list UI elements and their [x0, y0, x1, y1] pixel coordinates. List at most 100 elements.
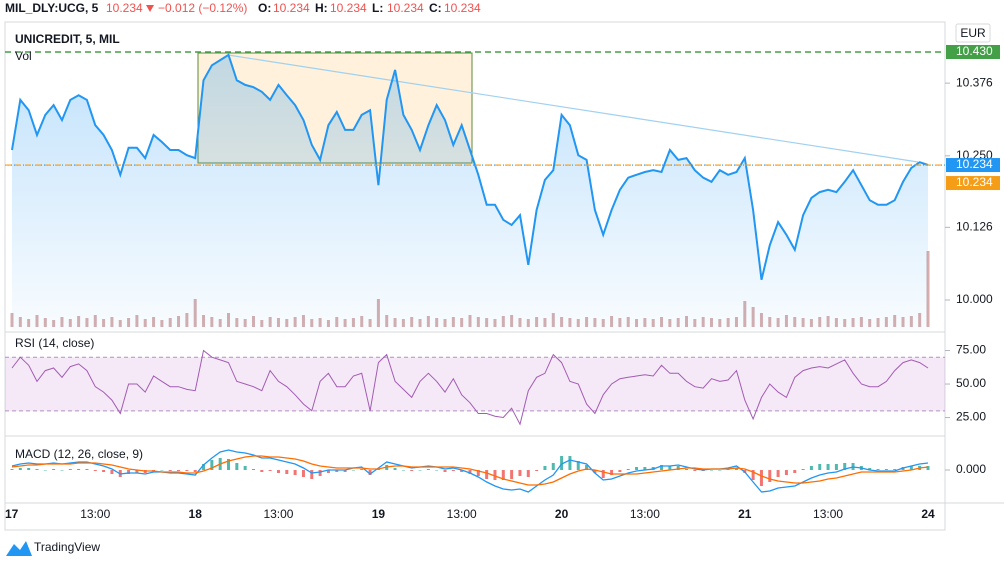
logo-icon[interactable]	[6, 541, 32, 556]
histogram-bar	[926, 466, 930, 470]
histogram-bar	[177, 470, 181, 471]
volume-label: Vol	[15, 49, 32, 63]
histogram-bar	[668, 466, 672, 470]
histogram-bar	[535, 470, 539, 471]
histogram-bar	[127, 470, 131, 474]
histogram-bar	[451, 470, 455, 471]
x-tick-label: 13:00	[630, 507, 660, 521]
histogram-bar	[526, 470, 530, 477]
ohlc-value: 10.234	[387, 1, 424, 15]
ohlc: O: 10.234 H: 10.234 L: 10.234 C: 10.234	[258, 1, 481, 15]
histogram-bar	[485, 470, 489, 479]
histogram-bar	[202, 464, 206, 470]
histogram-bar	[293, 470, 297, 475]
histogram-bar	[318, 470, 322, 476]
histogram-bar	[410, 470, 414, 471]
x-tick-label: 13:00	[447, 507, 477, 521]
histogram-bar	[243, 466, 247, 470]
currency-box	[955, 23, 991, 43]
histogram-bar	[818, 464, 822, 470]
histogram-bar	[768, 470, 772, 482]
down-arrow	[146, 5, 154, 12]
macd-line	[11, 455, 929, 486]
histogram-bar	[610, 470, 614, 475]
histogram-bar	[435, 470, 439, 471]
change: −0.012 (−0.12%)	[158, 1, 247, 15]
histogram-bar	[93, 470, 97, 471]
histogram-bar	[560, 456, 564, 470]
histogram-bar	[718, 470, 722, 471]
histogram-bar	[676, 466, 680, 470]
histogram-bar	[110, 470, 114, 474]
histogram-bar	[426, 469, 430, 470]
price-badge-label: 10.430	[956, 44, 993, 58]
histogram-bar	[210, 460, 214, 470]
histogram-bar	[43, 470, 47, 471]
histogram-bar	[776, 470, 780, 477]
histogram-bar	[884, 469, 888, 470]
histogram-bar	[876, 469, 880, 470]
histogram-bar	[626, 469, 630, 470]
histogram-bar	[160, 470, 164, 471]
histogram-bar	[68, 469, 72, 470]
price-line	[11, 53, 929, 281]
histogram-bar	[593, 470, 597, 473]
price-badge	[946, 158, 1000, 173]
histogram-bar	[35, 469, 39, 470]
ohlc-value: 10.234	[444, 1, 481, 15]
histogram-bar	[227, 459, 231, 470]
histogram-bar	[793, 470, 797, 473]
rsi-band	[5, 357, 945, 411]
histogram-bar	[784, 470, 788, 475]
histogram-bar	[543, 466, 547, 470]
histogram-bar	[85, 469, 89, 470]
ohlc-label: L:	[372, 1, 383, 15]
histogram-bar	[351, 470, 355, 471]
histogram-bar	[759, 470, 763, 486]
trend-line[interactable]	[227, 54, 919, 163]
histogram-bar	[360, 469, 364, 470]
histogram-bar	[10, 469, 14, 470]
histogram-bar	[909, 466, 913, 470]
last-price: 10.234	[106, 1, 143, 15]
x-tick-label: 17	[5, 507, 19, 521]
ohlc-label: H:	[315, 1, 328, 15]
x-tick-label: 13:00	[80, 507, 110, 521]
price-badge-label: 10.234	[956, 157, 993, 171]
rsi-title: RSI (14, close)	[15, 336, 94, 350]
histogram-bar	[443, 470, 447, 472]
histogram-bar	[18, 468, 22, 470]
histogram-bar	[660, 465, 664, 470]
ohlc-label: C:	[429, 1, 442, 15]
x-tick-label: 20	[555, 507, 569, 521]
x-tick-label: 13:00	[813, 507, 843, 521]
logo-text[interactable]: TradingView	[34, 540, 100, 554]
histogram-bar	[501, 470, 505, 480]
histogram-bar	[751, 470, 755, 480]
histogram-bar	[135, 470, 139, 473]
histogram-bar	[576, 461, 580, 470]
histogram-bar	[568, 456, 572, 470]
histogram-bar	[77, 469, 81, 470]
histogram-bar	[235, 463, 239, 470]
histogram-bar	[368, 470, 372, 475]
histogram-bar	[476, 470, 480, 476]
histogram-bar	[493, 470, 497, 480]
histogram-bar	[193, 470, 197, 472]
histogram-bar	[893, 469, 897, 470]
pane-title: UNICREDIT, 5, MIL	[15, 32, 120, 46]
x-tick-label: 13:00	[263, 507, 293, 521]
histogram-bar	[260, 470, 264, 472]
y-tick-label: 0.000	[956, 462, 986, 476]
histogram-bar	[510, 470, 514, 479]
histogram-bar	[518, 470, 522, 476]
histogram-bar	[734, 468, 738, 470]
histogram-bar	[310, 470, 314, 479]
ohlc-label: O:	[258, 1, 271, 15]
histogram-bar	[635, 467, 639, 470]
macd-title: MACD (12, 26, close, 9)	[15, 447, 143, 461]
histogram-bar	[52, 469, 56, 470]
price-badge	[946, 176, 1000, 191]
y-tick-label: 50.00	[956, 376, 986, 390]
histogram-bar	[393, 468, 397, 470]
